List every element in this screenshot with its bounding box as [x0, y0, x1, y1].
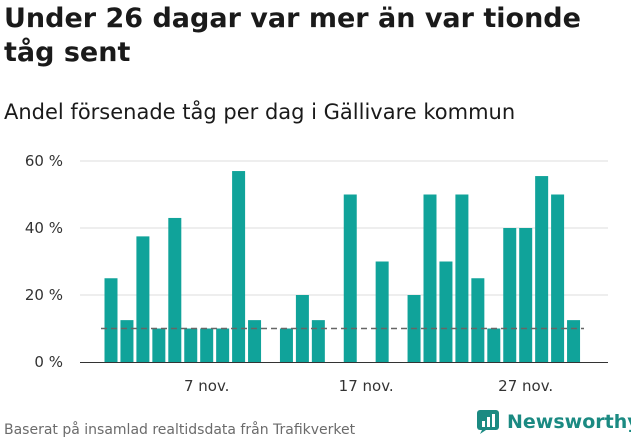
x-tick-label: 7 nov. [184, 377, 229, 395]
bar [375, 261, 389, 362]
bar [184, 328, 198, 362]
bar [152, 328, 166, 362]
bar [200, 328, 214, 362]
bars [104, 171, 581, 363]
bar [567, 320, 581, 363]
bar [423, 194, 437, 362]
brand-logo[interactable]: Newsworthy [476, 408, 631, 436]
bar [439, 261, 453, 362]
y-tick-label: 0 % [34, 353, 63, 371]
x-tick-label: 27 nov. [498, 377, 553, 395]
bar [279, 328, 293, 362]
bar [551, 194, 565, 362]
y-tick-label: 60 % [25, 152, 63, 170]
brand-name: Newsworthy [507, 411, 631, 433]
y-axis-ticks: 0 % 20 % 40 % 60 % [25, 152, 63, 371]
y-tick-label: 40 % [25, 219, 63, 237]
bar [136, 236, 150, 363]
bar [120, 320, 134, 363]
chart-title: Under 26 dagar var mer än var tionde tåg… [4, 3, 581, 68]
bar [216, 328, 230, 362]
source-note: Baserat på insamlad realtidsdata från Tr… [4, 422, 356, 438]
newsworthy-logo-icon [477, 410, 499, 434]
bar [311, 320, 325, 363]
bar [104, 278, 118, 362]
bar [487, 328, 501, 362]
y-tick-label: 20 % [25, 286, 63, 304]
bar [471, 278, 485, 362]
bar [343, 194, 357, 362]
bar-chart: 0 % 20 % 40 % 60 % 7 nov. 17 nov. 27 nov… [25, 152, 608, 395]
bar [503, 228, 517, 362]
chart-subtitle: Andel försenade tåg per dag i Gällivare … [4, 100, 516, 124]
bar [535, 176, 549, 362]
x-axis-ticks: 7 nov. 17 nov. 27 nov. [184, 377, 553, 395]
bar [248, 320, 262, 363]
x-tick-label: 17 nov. [339, 377, 394, 395]
bar [519, 228, 533, 362]
bar [168, 217, 182, 362]
bar [455, 194, 469, 362]
bar [232, 171, 246, 362]
